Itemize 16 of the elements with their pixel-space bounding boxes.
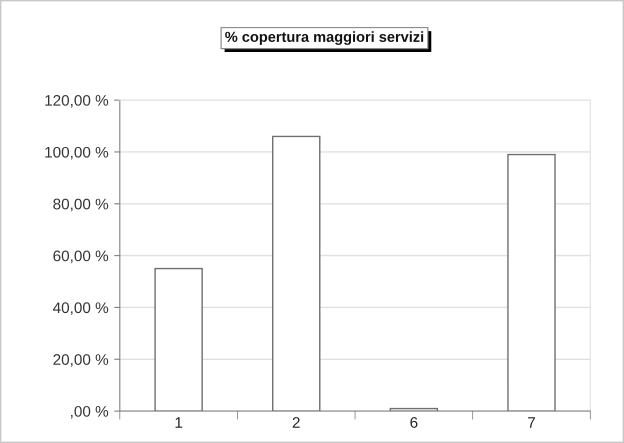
chart-title: % copertura maggiori servizi <box>225 31 424 45</box>
x-tick-label: 7 <box>528 417 535 428</box>
y-tick-label: 60,00 % <box>53 250 108 264</box>
bar <box>507 154 556 412</box>
y-tick-label: 100,00 % <box>45 146 108 160</box>
y-tick-label: 120,00 % <box>45 94 108 108</box>
bar <box>272 136 320 412</box>
x-tick-label: 6 <box>410 417 418 428</box>
bar <box>154 268 203 412</box>
y-tick-label: ,00 % <box>71 406 108 419</box>
y-tick-label: 40,00 % <box>52 302 108 315</box>
x-tick-label: 2 <box>292 417 300 428</box>
y-tick-label: 80,00 % <box>53 198 108 212</box>
bar <box>390 408 438 412</box>
x-tick-label: 1 <box>176 417 182 428</box>
y-tick-label: 20,00 % <box>53 354 108 367</box>
